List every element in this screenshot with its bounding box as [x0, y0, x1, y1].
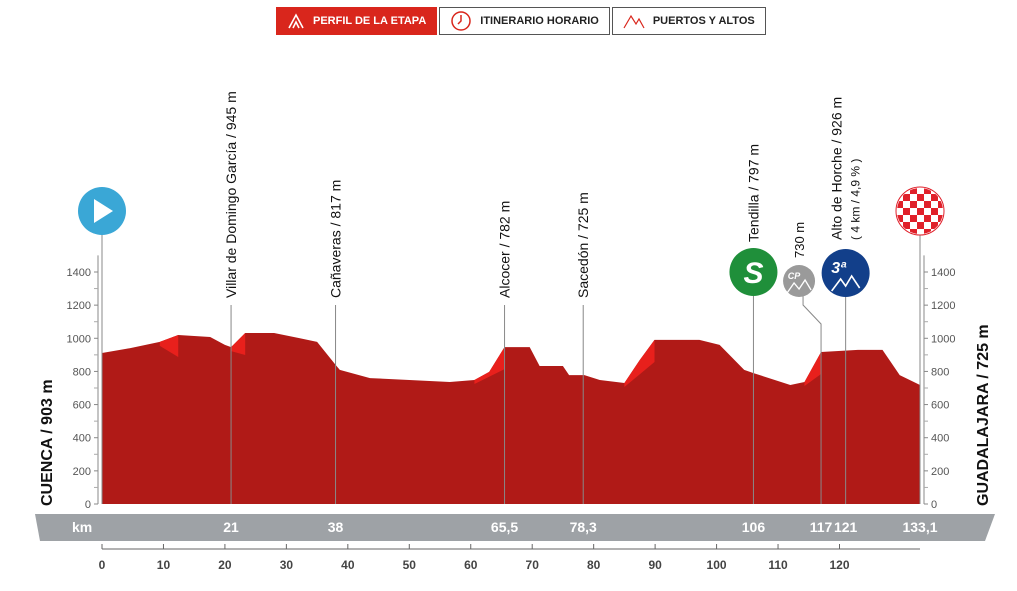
tab-puertos[interactable]: PUERTOS Y ALTOS	[611, 7, 766, 35]
profile-icon	[288, 13, 304, 29]
point-label: Sacedón / 725 m	[575, 192, 591, 298]
climb-highlight	[231, 332, 246, 355]
km-bar-value: 21	[223, 519, 239, 535]
y-tick-label: 1200	[67, 300, 91, 312]
cp-badge-text: CP	[788, 271, 801, 281]
km-bar-value: 133,1	[902, 519, 937, 535]
tab-perfil[interactable]: PERFIL DE LA ETAPA	[276, 7, 438, 35]
km-bar-value: 117	[810, 519, 833, 535]
point-line	[802, 294, 822, 504]
x-tick-label: 70	[526, 558, 540, 572]
tab-itinerario[interactable]: ITINERARIO HORARIO	[439, 7, 610, 35]
tab-label: PUERTOS Y ALTOS	[652, 15, 755, 27]
cat3-badge-text: 3ª	[831, 260, 847, 277]
km-bar-value: 121	[834, 519, 858, 535]
km-bar-value: 106	[742, 519, 766, 535]
y-tick-label: 800	[73, 366, 91, 378]
y-tick-label: 200	[73, 466, 91, 478]
tab-label: ITINERARIO HORARIO	[480, 15, 599, 27]
y-tick-label: 1200	[931, 300, 955, 312]
y-tick-label: 0	[85, 499, 91, 511]
x-tick-label: 50	[403, 558, 417, 572]
point-label: Cañaveras / 817 m	[328, 180, 344, 298]
x-tick-label: 30	[280, 558, 294, 572]
climb-highlight	[624, 339, 655, 388]
sprint-badge-text: S	[743, 257, 763, 290]
x-tick-label: 100	[707, 558, 727, 572]
clock-icon	[451, 11, 472, 31]
km-bar	[35, 514, 995, 541]
point-sublabel: ( 4 km / 4,9 % )	[849, 159, 863, 240]
finish-label: GUADALAJARA / 725 m	[975, 324, 992, 506]
km-bar-value: 65,5	[491, 519, 518, 535]
y-tick-label: 800	[931, 366, 949, 378]
point-label: Villar de Domingo García / 945 m	[223, 91, 239, 298]
point-label: Alcocer / 782 m	[497, 201, 513, 298]
cp-badge-icon	[783, 265, 816, 297]
x-tick-label: 120	[829, 558, 849, 572]
mountain-icon	[786, 278, 812, 294]
profile-area	[102, 333, 920, 504]
x-tick-label: 60	[464, 558, 478, 572]
y-tick-label: 1400	[67, 267, 91, 279]
y-tick-label: 200	[931, 466, 949, 478]
y-tick-label: 1000	[931, 333, 955, 345]
point-label: Tendilla / 797 m	[745, 144, 761, 242]
y-tick-label: 400	[73, 433, 91, 445]
climb-highlight	[804, 352, 822, 387]
climb-highlight	[159, 334, 179, 357]
mountain-icon	[830, 274, 861, 292]
mountain-icon	[623, 14, 645, 29]
climb-highlight	[474, 347, 505, 385]
y-tick-label: 1400	[931, 267, 955, 279]
y-tick-label: 600	[931, 400, 949, 412]
x-tick-label: 0	[99, 558, 106, 572]
tab-bar: PERFIL DE LA ETAPA ITINERARIO HORARIO PU…	[276, 7, 766, 35]
km-bar-label: km	[72, 519, 92, 535]
x-tick-label: 90	[648, 558, 662, 572]
sprint-badge-icon	[729, 248, 778, 296]
km-bar-value: 38	[328, 519, 344, 535]
y-tick-label: 400	[931, 433, 949, 445]
start-label: CUENCA / 903 m	[39, 379, 56, 506]
x-tick-label: 80	[587, 558, 601, 572]
tab-label: PERFIL DE LA ETAPA	[313, 15, 427, 27]
y-tick-label: 1000	[67, 333, 91, 345]
x-tick-label: 110	[768, 558, 788, 572]
point-label: 730 m	[792, 222, 807, 258]
x-tick-label: 40	[341, 558, 355, 572]
x-tick-label: 20	[218, 558, 232, 572]
x-tick-label: 10	[157, 558, 171, 572]
y-tick-label: 600	[73, 400, 91, 412]
y-tick-label: 0	[931, 499, 937, 511]
km-bar-value: 78,3	[570, 519, 597, 535]
point-label: Alto de Horche / 926 m	[829, 97, 845, 240]
play-icon	[94, 199, 113, 223]
